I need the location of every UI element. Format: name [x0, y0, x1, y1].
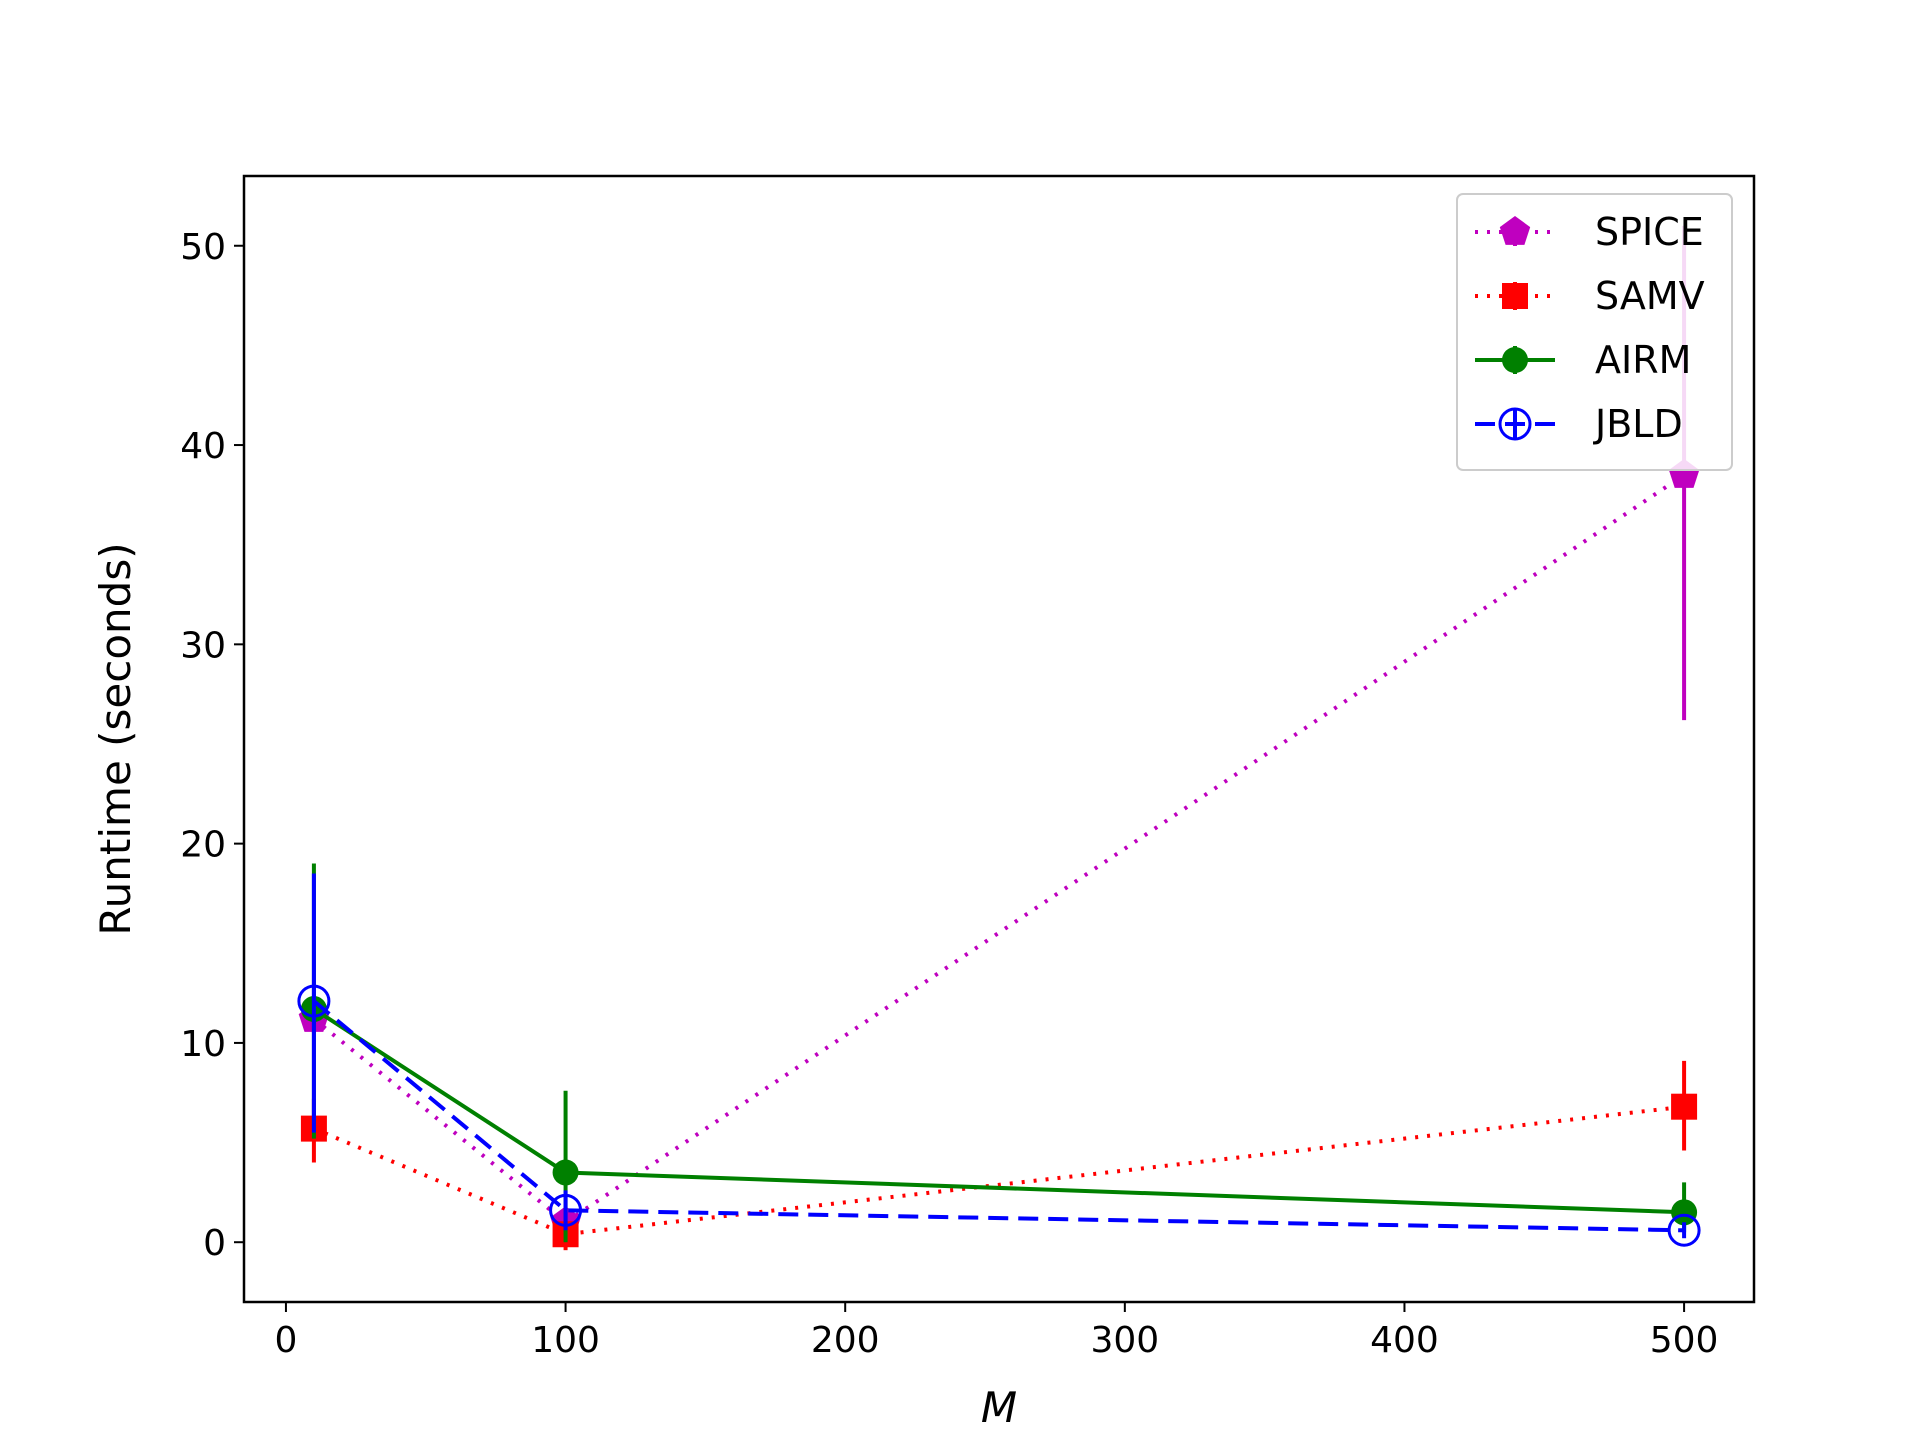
x-tick-label: 500: [1650, 1320, 1719, 1361]
x-axis-label: M: [981, 1383, 1017, 1432]
y-tick-label: 40: [180, 426, 226, 467]
data-point: [297, 984, 331, 1018]
data-point: [552, 1159, 579, 1186]
axis-ticks-group: 0 100 200 300 400 500 0 10 20 30 40 50: [180, 227, 1718, 1361]
data-point: [1671, 1199, 1698, 1226]
y-tick-label: 50: [180, 227, 226, 268]
data-point: [549, 1193, 583, 1227]
legend-marker: [1498, 407, 1532, 441]
legend-marker: [1502, 283, 1528, 309]
legend-marker: [1502, 347, 1528, 373]
series-line: [312, 999, 1685, 1233]
x-tick-label: 0: [274, 1320, 297, 1361]
x-tick-label: 100: [531, 1320, 600, 1361]
x-tick-label: 300: [1090, 1320, 1159, 1361]
data-point: [1667, 1213, 1701, 1247]
data-point: [1671, 1093, 1698, 1120]
legend-item-jbld: JBLD: [1475, 402, 1683, 446]
y-tick-label: 0: [203, 1223, 226, 1264]
y-tick-label: 20: [180, 825, 226, 866]
legend-item-airm: AIRM: [1475, 338, 1691, 382]
legend-item-samv: SAMV: [1475, 274, 1705, 318]
series-jbld: [297, 873, 1701, 1247]
legend: SPICE SAMV AIRM JBLD: [1456, 193, 1733, 471]
legend-label: SAMV: [1595, 274, 1705, 318]
data-series-group: [297, 225, 1701, 1251]
legend-box: [1456, 193, 1733, 471]
legend-item-spice: SPICE: [1475, 210, 1704, 254]
legend-marker: [1499, 216, 1531, 245]
x-tick-label: 400: [1370, 1320, 1439, 1361]
legend-label: SPICE: [1595, 210, 1704, 254]
plot-area-frame: [242, 174, 1756, 1304]
y-tick-label: 30: [180, 625, 226, 666]
legend-label: JBLD: [1593, 402, 1683, 446]
y-axis-label: Runtime (seconds): [91, 542, 140, 935]
x-tick-label: 200: [811, 1320, 880, 1361]
y-tick-label: 10: [180, 1024, 226, 1065]
legend-label: AIRM: [1595, 338, 1691, 382]
